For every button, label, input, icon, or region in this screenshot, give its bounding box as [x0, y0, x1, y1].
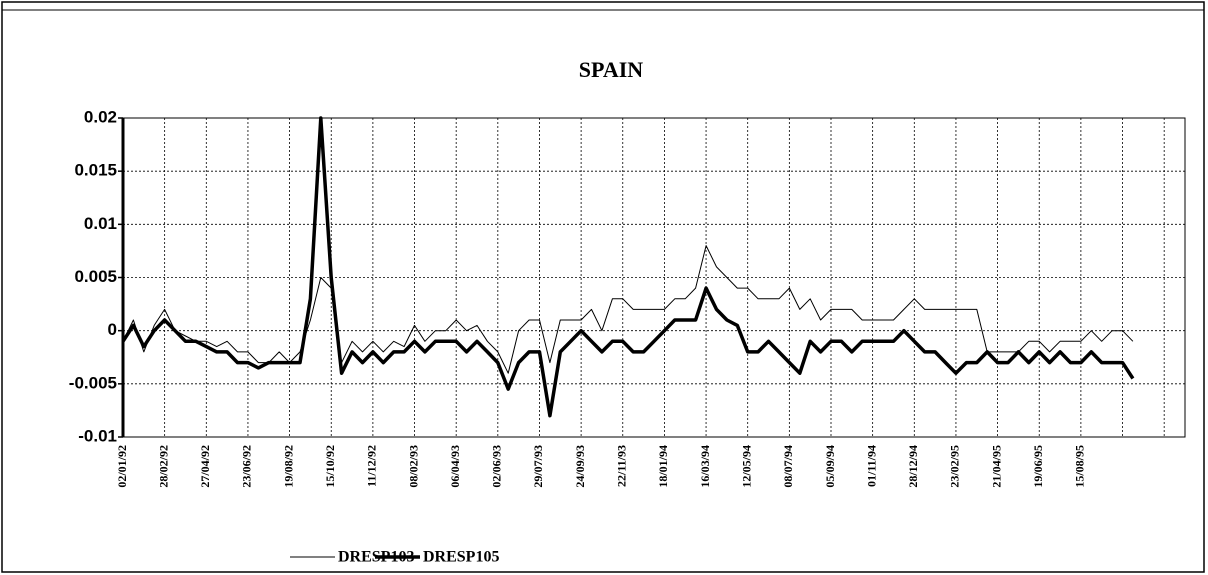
x-tick-label: 15/08/95 — [1073, 445, 1087, 488]
x-tick-label: 06/04/93 — [448, 445, 462, 488]
x-tick-label: 28/12/94 — [906, 445, 920, 488]
x-tick-label: 18/01/94 — [656, 445, 670, 488]
x-tick-label: 19/06/95 — [1031, 445, 1045, 488]
y-tick-label: -0.01 — [78, 426, 117, 445]
y-tick-label: -0.005 — [69, 373, 117, 392]
x-tick-label: 11/12/92 — [365, 445, 379, 487]
y-tick-label: 0.02 — [84, 107, 117, 126]
y-tick-label: 0.015 — [74, 161, 117, 180]
x-tick-label: 02/01/92 — [115, 445, 129, 488]
x-tick-label: 12/05/94 — [739, 445, 753, 488]
plot-area — [122, 117, 1186, 438]
x-tick-label: 08/07/94 — [781, 445, 795, 488]
x-tick-label: 02/06/93 — [490, 445, 504, 488]
x-tick-label: 28/02/92 — [156, 445, 170, 488]
x-tick-label: 22/11/93 — [615, 445, 629, 487]
y-tick-label: 0.005 — [74, 267, 117, 286]
x-tick-label: 01/11/94 — [864, 445, 878, 487]
x-tick-label: 24/09/93 — [573, 445, 587, 488]
x-tick-label: 23/06/92 — [240, 445, 254, 488]
x-tick-label: 05/09/94 — [823, 445, 837, 488]
legend-label: DRESP105 — [423, 549, 499, 566]
x-tick-label: 29/07/93 — [531, 445, 545, 488]
y-tick-label: 0.01 — [84, 214, 117, 233]
x-tick-label: 15/10/92 — [323, 445, 337, 488]
x-tick-label: 27/04/92 — [198, 445, 212, 488]
series-line — [121, 116, 1135, 418]
x-tick-label: 23/02/95 — [948, 445, 962, 488]
x-tick-label: 16/03/94 — [698, 445, 712, 488]
x-tick-label: 08/02/93 — [406, 445, 420, 488]
x-tick-label: 19/08/92 — [281, 445, 295, 488]
y-tick-label: 0 — [108, 320, 117, 339]
chart-title: SPAIN — [579, 57, 643, 82]
x-tick-label: 21/04/95 — [989, 445, 1003, 488]
series-line — [122, 245, 1134, 374]
